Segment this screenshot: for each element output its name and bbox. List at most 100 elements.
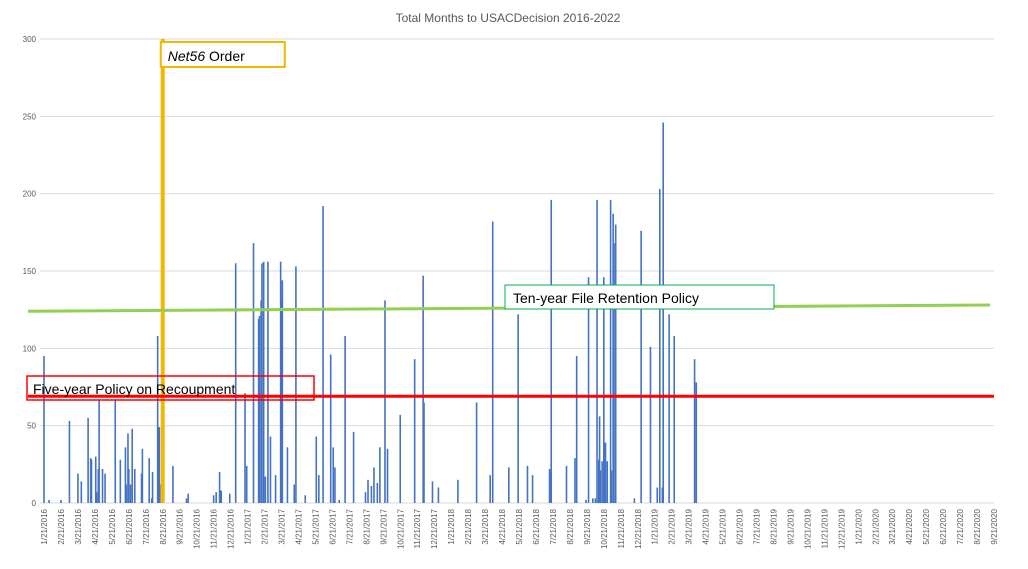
bar bbox=[187, 493, 189, 503]
x-tick-label: 5/21/2020 bbox=[922, 508, 931, 544]
x-tick-label: 1/21/2018 bbox=[447, 508, 456, 544]
x-tick-label: 9/21/2016 bbox=[176, 508, 185, 544]
x-tick-label: 6/21/2019 bbox=[736, 508, 745, 544]
bar bbox=[606, 461, 609, 503]
x-tick-label: 10/21/2019 bbox=[803, 508, 812, 549]
annotations: Net56 Order Ten-year File Retention Polic… bbox=[26, 39, 994, 503]
bar bbox=[150, 498, 153, 503]
bar bbox=[140, 473, 143, 503]
bar bbox=[386, 448, 389, 503]
bar bbox=[260, 300, 262, 503]
bar bbox=[97, 468, 100, 503]
bar bbox=[43, 356, 45, 503]
x-tick-label: 1/21/2019 bbox=[651, 508, 660, 544]
bar bbox=[489, 475, 491, 503]
bar bbox=[422, 275, 424, 503]
bar bbox=[334, 467, 336, 503]
bar bbox=[244, 393, 246, 503]
bar bbox=[80, 481, 83, 503]
bar bbox=[129, 484, 132, 503]
y-tick-label: 0 bbox=[32, 499, 37, 508]
bar bbox=[220, 490, 223, 503]
bar bbox=[379, 447, 381, 503]
bar bbox=[280, 300, 283, 503]
x-tick-label: 3/21/2016 bbox=[74, 508, 83, 544]
x-tick-label: 7/21/2018 bbox=[549, 508, 558, 544]
bar bbox=[286, 447, 289, 503]
bar bbox=[234, 263, 237, 503]
bar bbox=[332, 447, 335, 503]
bar bbox=[475, 402, 478, 503]
x-tick-label: 4/21/2020 bbox=[905, 508, 914, 544]
bar bbox=[218, 472, 221, 503]
bar bbox=[367, 479, 369, 503]
bar bbox=[373, 467, 375, 503]
x-tick-label: 6/21/2016 bbox=[125, 508, 134, 544]
net56-order-label: Net56 Order bbox=[168, 48, 245, 64]
bar bbox=[649, 346, 652, 503]
bar bbox=[267, 261, 269, 503]
x-axis: 1/21/2016 2/21/2016 3/21/2016 4/21/2016 5/21… bbox=[40, 508, 999, 549]
bar bbox=[668, 314, 670, 503]
x-tick-label: 11/21/2017 bbox=[413, 508, 422, 548]
bar bbox=[281, 280, 284, 503]
x-tick-label: 5/21/2019 bbox=[719, 508, 728, 544]
grid bbox=[40, 38, 994, 504]
x-tick-label: 3/21/2017 bbox=[278, 508, 287, 544]
bar bbox=[437, 487, 440, 503]
bar bbox=[526, 465, 529, 503]
x-tick-label: 1/21/2017 bbox=[244, 508, 253, 544]
bar bbox=[133, 468, 136, 503]
x-tick-label: 4/21/2019 bbox=[702, 508, 711, 544]
bar bbox=[603, 277, 605, 503]
x-tick-label: 2/21/2020 bbox=[871, 508, 880, 544]
y-tick-label: 50 bbox=[27, 422, 36, 431]
bar bbox=[245, 465, 248, 503]
bar bbox=[125, 484, 128, 503]
bar bbox=[252, 243, 255, 503]
bar bbox=[591, 498, 594, 503]
y-tick-label: 150 bbox=[23, 267, 37, 276]
bar bbox=[364, 492, 367, 503]
x-tick-label: 6/21/2017 bbox=[328, 508, 337, 544]
bar bbox=[274, 475, 277, 503]
bar bbox=[517, 314, 519, 503]
bar bbox=[156, 335, 159, 503]
x-tick-label: 7/21/2020 bbox=[956, 508, 965, 544]
bar bbox=[104, 473, 106, 503]
bar bbox=[614, 224, 617, 503]
bar bbox=[673, 335, 676, 503]
bar bbox=[508, 467, 510, 503]
bar bbox=[264, 476, 267, 503]
bar bbox=[269, 436, 272, 503]
bar bbox=[94, 456, 97, 503]
ten-year-label-box bbox=[504, 284, 775, 310]
x-tick-label: 8/21/2019 bbox=[769, 508, 778, 544]
x-tick-label: 5/21/2016 bbox=[108, 508, 117, 544]
bar bbox=[633, 498, 636, 503]
x-tick-label: 12/21/2019 bbox=[837, 508, 846, 549]
bar bbox=[101, 468, 104, 503]
ten-year-label: Ten-year File Retention Policy bbox=[513, 290, 699, 306]
bar bbox=[262, 261, 265, 503]
x-tick-label: 9/21/2018 bbox=[583, 508, 592, 544]
y-tick-label: 250 bbox=[23, 112, 37, 121]
bar bbox=[565, 465, 568, 503]
x-tick-label: 7/21/2016 bbox=[142, 508, 151, 544]
bar bbox=[329, 354, 332, 503]
bar bbox=[215, 492, 217, 503]
x-tick-label: 7/21/2019 bbox=[753, 508, 762, 544]
five-year-label: Five-year Policy on Recoupment bbox=[33, 381, 235, 397]
bar bbox=[594, 498, 597, 503]
bar bbox=[575, 356, 578, 503]
bar bbox=[431, 481, 434, 503]
x-tick-label: 4/21/2016 bbox=[91, 508, 100, 544]
x-tick-label: 12/21/2017 bbox=[430, 508, 439, 549]
bar bbox=[585, 499, 587, 503]
bar bbox=[596, 199, 598, 503]
x-tick-label: 6/21/2018 bbox=[532, 508, 541, 544]
x-tick-label: 10/21/2016 bbox=[193, 508, 202, 549]
x-tick-label: 2/21/2019 bbox=[668, 508, 677, 544]
x-tick-label: 2/21/2018 bbox=[464, 508, 473, 544]
x-tick-label: 1/21/2016 bbox=[40, 508, 49, 544]
